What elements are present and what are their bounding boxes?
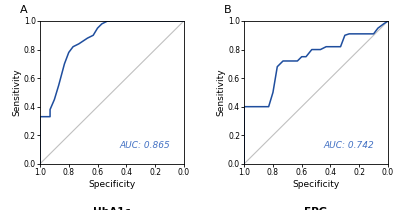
Text: A: A bbox=[20, 5, 28, 15]
Text: FPG: FPG bbox=[304, 207, 328, 210]
X-axis label: Specificity: Specificity bbox=[292, 180, 340, 189]
Text: AUC: 0.742: AUC: 0.742 bbox=[323, 140, 374, 150]
Text: B: B bbox=[224, 5, 232, 15]
Y-axis label: Sensitivity: Sensitivity bbox=[216, 69, 225, 116]
Y-axis label: Sensitivity: Sensitivity bbox=[12, 69, 21, 116]
Text: HbA1c: HbA1c bbox=[93, 207, 131, 210]
Text: AUC: 0.865: AUC: 0.865 bbox=[119, 140, 170, 150]
X-axis label: Specificity: Specificity bbox=[88, 180, 136, 189]
